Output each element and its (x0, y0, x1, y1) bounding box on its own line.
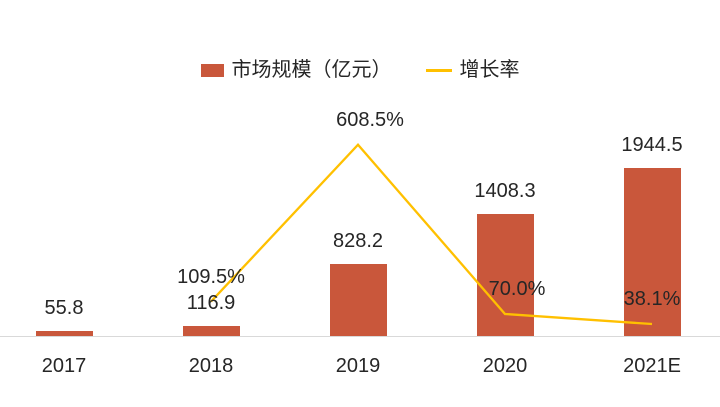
legend-item-growth-rate: 增长率 (425, 58, 520, 82)
bar-2020 (476, 214, 534, 336)
bar-value-label: 1408.3 (474, 180, 536, 203)
bar-value-label: 1944.5 (621, 133, 683, 156)
bar-series-swatch-icon (200, 63, 224, 77)
legend-label-market-size: 市场规模（亿元） (231, 59, 392, 81)
x-axis-label-2017: 2017 (41, 355, 87, 377)
bar-value-label: 116.9 (186, 291, 236, 314)
x-axis-line (0, 336, 720, 337)
bar-value-label: 55.8 (44, 297, 84, 320)
growth-rate-label: 70.0% (488, 278, 546, 300)
legend-item-market-size: 市场规模（亿元） (200, 58, 392, 82)
growth-rate-label: 38.1% (623, 288, 681, 311)
x-axis-label-2019: 2019 (335, 355, 381, 377)
growth-rate-label: 109.5% (177, 265, 245, 288)
line-series-swatch-icon (425, 68, 452, 72)
x-axis-label-2018: 2018 (188, 355, 234, 377)
bar-2018 (182, 325, 240, 336)
legend-label-growth-rate: 增长率 (459, 59, 520, 81)
legend: 市场规模（亿元） 增长率 (0, 58, 720, 82)
x-axis-label-2020: 2020 (482, 355, 528, 377)
bar-value-label: 828.2 (332, 230, 384, 253)
x-axis-label-2021E: 2021E (623, 355, 681, 377)
bar-2017 (35, 331, 93, 336)
growth-rate-label: 608.5% (336, 108, 404, 131)
bar-2019 (329, 264, 387, 336)
bar-2021E (623, 167, 681, 336)
